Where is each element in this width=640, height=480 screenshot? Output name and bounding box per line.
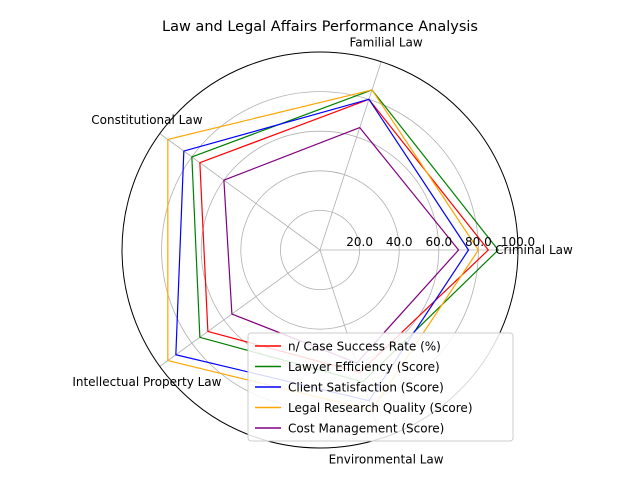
legend-label-1: Lawyer Efficiency (Score) [288, 360, 440, 374]
axis-label-layer: Criminal Law Familial Law Constitutional L… [72, 36, 573, 467]
legend-label-0: n/ Case Success Rate (%) [288, 340, 441, 354]
legend-box [247, 332, 514, 442]
axis-label-1: Familial Law [349, 36, 422, 50]
spoke-3 [159, 249, 321, 367]
axis-label-3: Intellectual Property Law [72, 375, 221, 389]
spoke-1 [319, 61, 382, 251]
outer-frame [121, 51, 519, 449]
radial-tick-label-0: 20.0 [346, 235, 373, 249]
radial-tick-label-3: 80.0 [465, 235, 492, 249]
radial-tick-label-1: 40.0 [386, 235, 413, 249]
tick-label-layer: 20.0 40.0 60.0 80.0 100.0 [346, 235, 535, 249]
legend-label-4: Cost Management (Score) [288, 422, 444, 436]
radial-tick-label-2: 60.0 [425, 235, 452, 249]
chart-title: Law and Legal Affairs Performance Analys… [162, 19, 478, 35]
axis-label-4: Environmental Law [329, 453, 444, 467]
series-line-4 [223, 126, 460, 364]
spoke-2 [159, 133, 321, 251]
legend: n/ Case Success Rate (%) Lawyer Efficienc… [247, 332, 514, 442]
legend-label-2: Client Satisfaction (Score) [288, 381, 444, 395]
axis-label-0: Criminal Law [495, 243, 573, 257]
axis-label-2: Constitutional Law [91, 113, 202, 127]
radial-tick-label-4: 100.0 [501, 235, 535, 249]
legend-label-3: Legal Research Quality (Score) [288, 401, 473, 415]
